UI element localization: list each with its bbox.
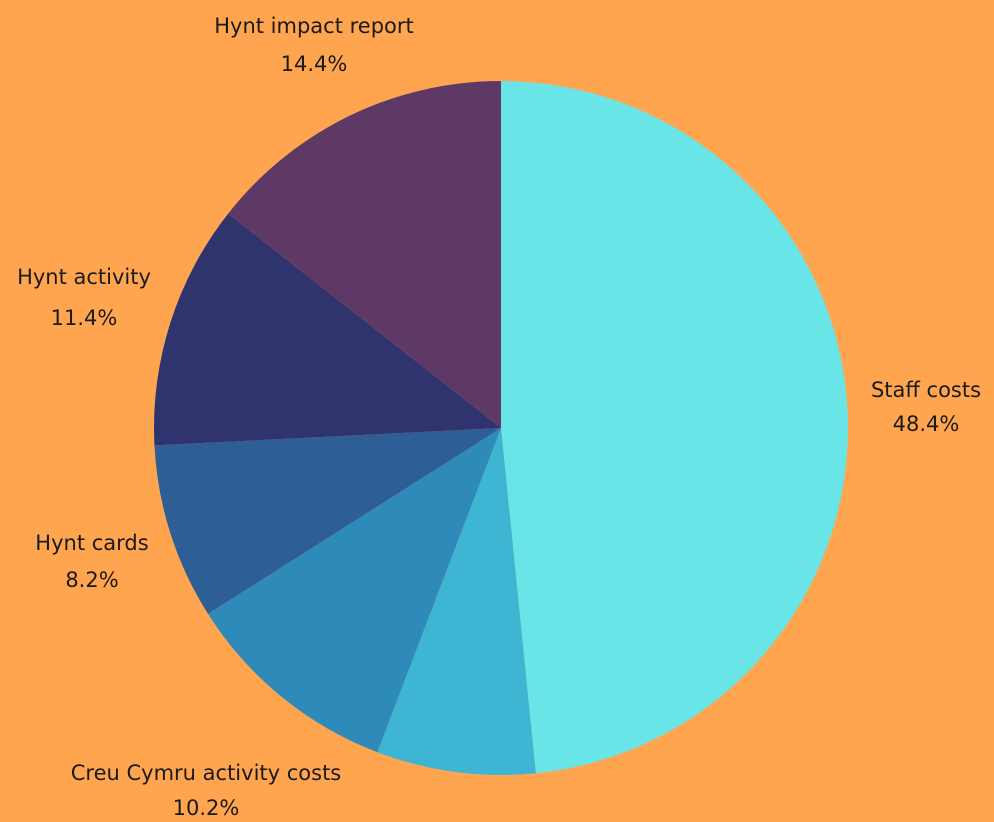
pie-slice-staff-costs: [501, 81, 848, 774]
slice-value-label-creu-cymru-activity-costs: 10.2%: [173, 796, 240, 820]
slice-value-label-hynt-impact-report: 14.4%: [281, 52, 348, 76]
pie-slice-creu-cymru-activity-costs: [208, 428, 502, 753]
pie-slice-hynt-impact-report: [228, 81, 502, 428]
slice-value-label-hynt-activity: 11.4%: [51, 306, 118, 330]
slice-label-staff-costs: Staff costs: [871, 378, 981, 402]
pie-labels: Staff costs 48.4% Creu Cymru activity cost…: [17, 14, 981, 820]
pie-slice-unlabeled-1: [377, 428, 536, 775]
slice-label-creu-cymru-activity-costs: Creu Cymru activity costs: [71, 761, 342, 785]
pie-slices: [154, 81, 848, 775]
pie-slice-hynt-cards: [154, 428, 501, 614]
slice-value-label-hynt-cards: 8.2%: [65, 568, 118, 592]
pie-slice-hynt-activity: [154, 213, 501, 446]
slice-label-hynt-cards: Hynt cards: [35, 531, 148, 555]
slice-value-label-staff-costs: 48.4%: [893, 412, 960, 436]
slice-label-hynt-activity: Hynt activity: [17, 265, 151, 289]
slice-label-hynt-impact-report: Hynt impact report: [214, 14, 414, 38]
